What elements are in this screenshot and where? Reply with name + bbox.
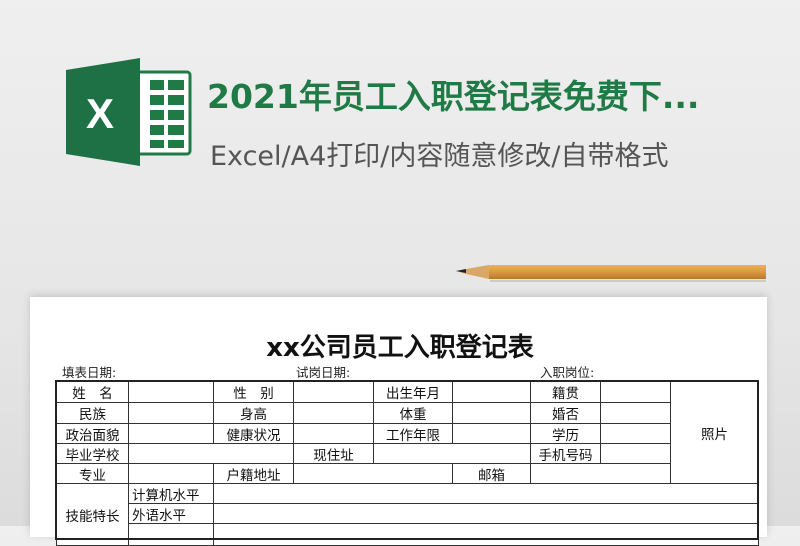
banner-title: 2021年员工入职登记表免费下... (207, 77, 700, 116)
field-label: 性 别 (213, 381, 294, 403)
field-label: 现住址 (293, 443, 374, 464)
field-label: 专业 (56, 463, 129, 484)
field-label: 婚否 (530, 402, 601, 424)
field-value[interactable] (293, 381, 374, 403)
field-value[interactable] (600, 443, 671, 464)
field-value[interactable] (452, 402, 531, 424)
field-label: 健康状况 (213, 423, 294, 444)
field-value[interactable] (600, 402, 671, 424)
field-value[interactable] (600, 423, 671, 444)
excel-logo-icon: X (66, 58, 192, 166)
field-label: 籍贯 (530, 381, 601, 403)
trial-date-label: 试岗日期: (296, 365, 351, 380)
field-value[interactable] (373, 443, 531, 464)
field-label: 民族 (56, 402, 129, 424)
field-value[interactable] (293, 423, 374, 444)
skill-label: 计算机水平 (128, 483, 214, 504)
pencil-image (456, 265, 766, 282)
document-title: xx公司员工入职登记表 (266, 333, 534, 363)
field-value[interactable] (452, 423, 531, 444)
logo-letter: X (86, 90, 114, 137)
field-label: 身高 (213, 402, 294, 424)
field-label: 邮箱 (452, 463, 531, 484)
field-label: 姓 名 (56, 381, 129, 403)
skill-value[interactable] (213, 523, 759, 546)
field-value[interactable] (128, 463, 214, 484)
field-value[interactable] (293, 463, 453, 484)
banner-subtitle: Excel/A4打印/内容随意修改/自带格式 (210, 141, 669, 172)
field-label: 手机号码 (530, 443, 601, 464)
field-label: 毕业学校 (56, 443, 129, 464)
field-value[interactable] (128, 381, 214, 403)
skill-label (128, 523, 214, 546)
field-value[interactable] (530, 463, 671, 484)
field-label: 出生年月 (373, 381, 453, 403)
photo-cell[interactable]: 照片 (670, 381, 759, 484)
field-value[interactable] (128, 443, 294, 464)
field-value[interactable] (128, 402, 214, 424)
field-label: 政治面貌 (56, 423, 129, 444)
field-value[interactable] (452, 381, 531, 403)
field-value[interactable] (128, 423, 214, 444)
skills-label: 技能特长 (56, 483, 129, 546)
field-value[interactable] (600, 381, 671, 403)
field-label: 工作年限 (373, 423, 453, 444)
field-value[interactable] (293, 402, 374, 424)
skill-label: 外语水平 (128, 503, 214, 524)
position-label: 入职岗位: (540, 365, 595, 380)
skill-value[interactable] (213, 483, 759, 504)
field-label: 学历 (530, 423, 601, 444)
field-label: 体重 (373, 402, 453, 424)
skill-value[interactable] (213, 503, 759, 524)
field-label: 户籍地址 (213, 463, 294, 484)
fill-date-label: 填表日期: (62, 365, 117, 380)
